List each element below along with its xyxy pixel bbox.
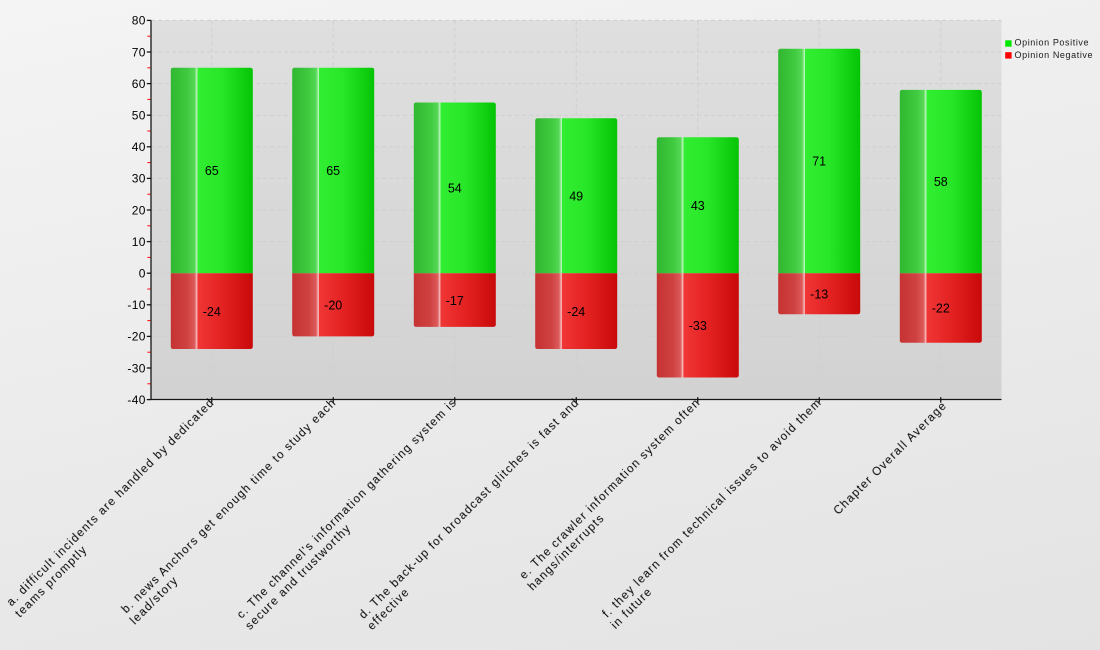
svg-text:60: 60 xyxy=(132,77,146,91)
svg-text:-17: -17 xyxy=(446,294,464,308)
svg-text:-40: -40 xyxy=(127,393,145,407)
svg-text:58: 58 xyxy=(934,175,948,189)
svg-text:-33: -33 xyxy=(689,319,707,333)
svg-text:-10: -10 xyxy=(127,298,145,312)
svg-text:65: 65 xyxy=(326,164,340,178)
svg-text:30: 30 xyxy=(132,172,146,186)
svg-text:-20: -20 xyxy=(127,330,145,344)
svg-text:-13: -13 xyxy=(810,287,828,301)
svg-text:-24: -24 xyxy=(567,305,585,319)
svg-text:-22: -22 xyxy=(932,302,950,316)
svg-text:Opinion Positive: Opinion Positive xyxy=(1015,37,1090,47)
svg-text:-24: -24 xyxy=(203,305,221,319)
svg-text:0: 0 xyxy=(139,267,146,281)
svg-text:Opinion Negative: Opinion Negative xyxy=(1015,50,1094,60)
svg-text:43: 43 xyxy=(691,199,705,213)
svg-text:-30: -30 xyxy=(127,361,145,375)
svg-text:10: 10 xyxy=(132,235,146,249)
svg-text:65: 65 xyxy=(205,164,219,178)
svg-text:71: 71 xyxy=(812,155,826,169)
svg-text:50: 50 xyxy=(132,109,146,123)
svg-text:80: 80 xyxy=(132,14,146,28)
svg-text:70: 70 xyxy=(132,45,146,59)
svg-text:54: 54 xyxy=(448,182,462,196)
svg-text:49: 49 xyxy=(569,190,583,204)
svg-text:-20: -20 xyxy=(324,299,342,313)
svg-text:40: 40 xyxy=(132,140,146,154)
svg-text:20: 20 xyxy=(132,203,146,217)
